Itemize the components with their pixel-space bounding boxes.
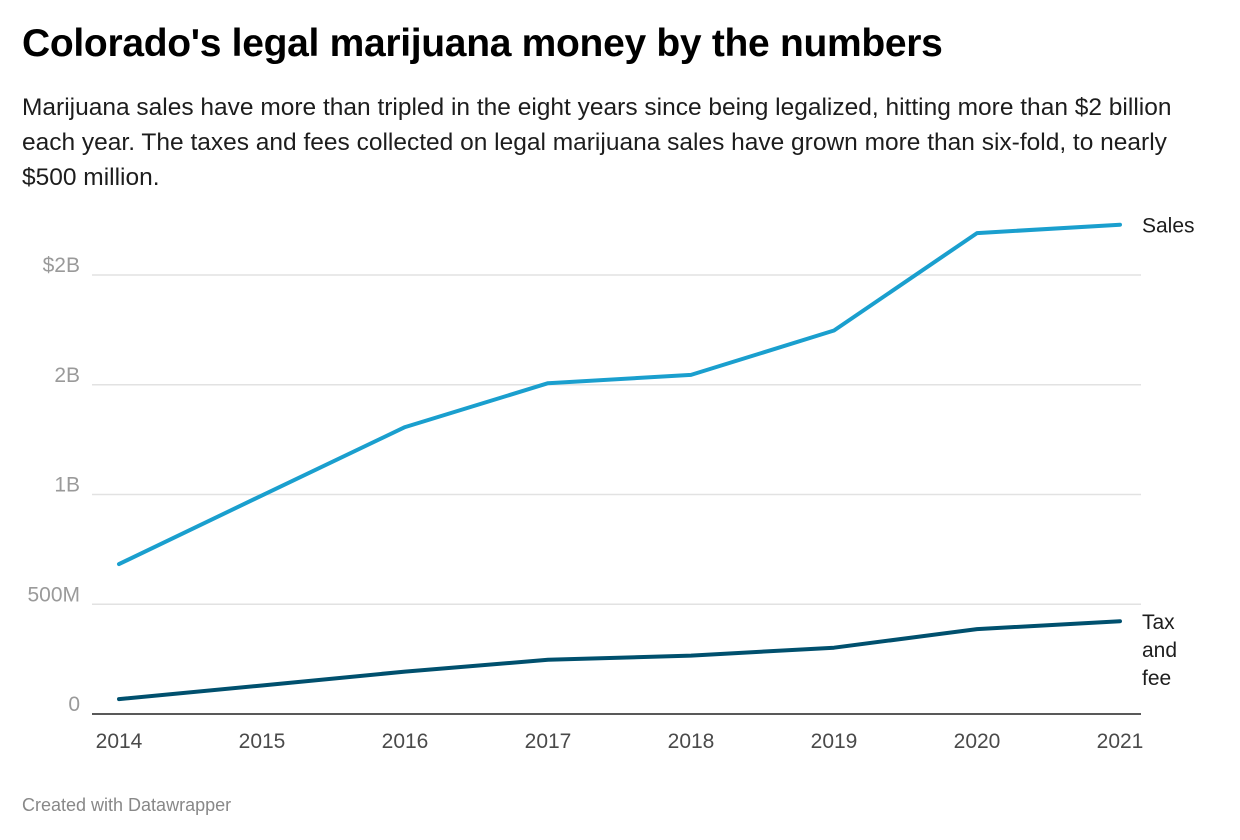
y-tick-labels: 0 500M 1B 2B $2B: [27, 254, 80, 716]
chart-subtitle: Marijuana sales have more than tripled i…: [22, 94, 1172, 191]
y-tick-label: 500M: [27, 583, 80, 606]
series-lines: [117, 222, 1122, 702]
series-labels: Sales Tax and fee: [1142, 215, 1195, 690]
series-line-sales: [117, 222, 1122, 567]
line-chart: 0 500M 1B 2B $2B 2014 2015 2016 2017 2018 2019 202…: [27, 215, 1195, 753]
series-label: and: [1142, 639, 1177, 662]
x-tick-labels: 2014 2015 2016 2017 2018 2019 2020 2021: [96, 730, 1144, 753]
x-tick-label: 2021: [1097, 730, 1144, 753]
x-tick-label: 2020: [954, 730, 1001, 753]
x-tick-label: 2018: [668, 730, 715, 753]
x-tick-label: 2014: [96, 730, 143, 753]
x-tick-label: 2017: [525, 730, 572, 753]
attribution-footer: Created with Datawrapper: [22, 795, 232, 815]
chart-title: Colorado's legal marijuana money by the …: [22, 22, 943, 65]
series-line-tax-and-fee: [117, 619, 1122, 702]
x-tick-label: 2019: [811, 730, 858, 753]
y-tick-label: 0: [68, 693, 80, 716]
y-tick-label: 1B: [54, 474, 80, 497]
series-label: Tax: [1142, 611, 1175, 634]
y-tick-label: 2B: [54, 364, 80, 387]
y-tick-label: $2B: [43, 254, 80, 277]
x-tick-label: 2015: [239, 730, 286, 753]
series-label: Sales: [1142, 215, 1195, 238]
gridlines: [92, 274, 1141, 715]
series-label: fee: [1142, 667, 1171, 690]
x-tick-label: 2016: [382, 730, 429, 753]
